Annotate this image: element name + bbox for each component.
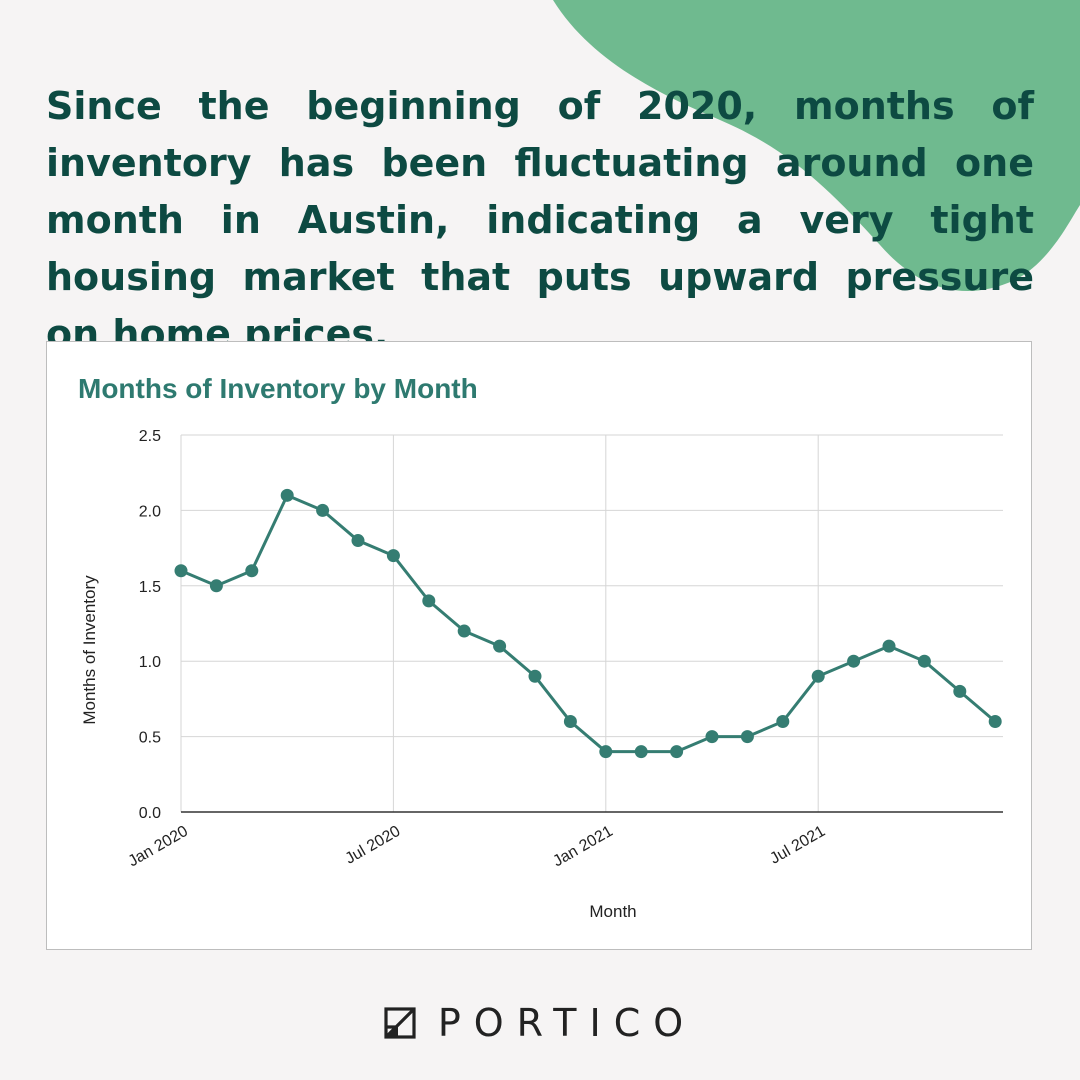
data-point (245, 564, 259, 578)
x-tick-label: Jul 2021 (767, 823, 828, 868)
footer-brand: PORTICO (0, 1000, 1080, 1046)
data-point (670, 745, 684, 759)
data-point (705, 730, 719, 744)
headline-text: Since the beginning of 2020, months of i… (46, 84, 1034, 356)
data-point (209, 579, 223, 593)
data-point (316, 503, 330, 517)
decorative-blob (553, 0, 1080, 292)
portico-logo-icon (384, 1007, 416, 1039)
data-point (847, 654, 861, 668)
x-tick-label: Jan 2021 (550, 823, 616, 871)
data-point (776, 715, 790, 729)
data-point (599, 745, 613, 759)
data-point (811, 669, 825, 683)
data-point (457, 624, 471, 638)
data-point (988, 715, 1002, 729)
y-tick-label: 2.0 (139, 503, 161, 520)
data-point (740, 730, 754, 744)
data-point (917, 654, 931, 668)
data-point (882, 639, 896, 653)
chart-card: Months of Inventory by Month 0.0 0.5 1.0 1.… (46, 341, 1032, 950)
data-point (422, 594, 436, 608)
y-tick-label: 1.0 (139, 654, 161, 671)
series-line (180, 493, 997, 754)
chart-title: Months of Inventory by Month (78, 373, 478, 404)
data-point (280, 488, 294, 502)
inventory-line-chart: Months of Inventory by Month 0.0 0.5 1.0 1.… (78, 373, 1003, 921)
data-point (528, 669, 542, 683)
data-point (563, 715, 577, 729)
x-axis-label: Month (589, 902, 636, 921)
y-axis-label: Months of Inventory (80, 575, 99, 725)
data-point (386, 549, 400, 563)
x-tick-label: Jan 2020 (125, 823, 191, 871)
y-tick-label: 2.5 (139, 428, 161, 445)
data-point (174, 564, 188, 578)
y-tick-label: 0.0 (139, 805, 161, 822)
y-tick-label: 1.5 (139, 579, 161, 596)
data-point (953, 684, 967, 698)
data-point (634, 745, 648, 759)
brand-name: PORTICO (437, 1001, 697, 1045)
y-tick-label: 0.5 (139, 730, 161, 747)
x-tick-label: Jul 2020 (343, 823, 404, 868)
data-point (493, 639, 507, 653)
data-point (351, 534, 365, 548)
